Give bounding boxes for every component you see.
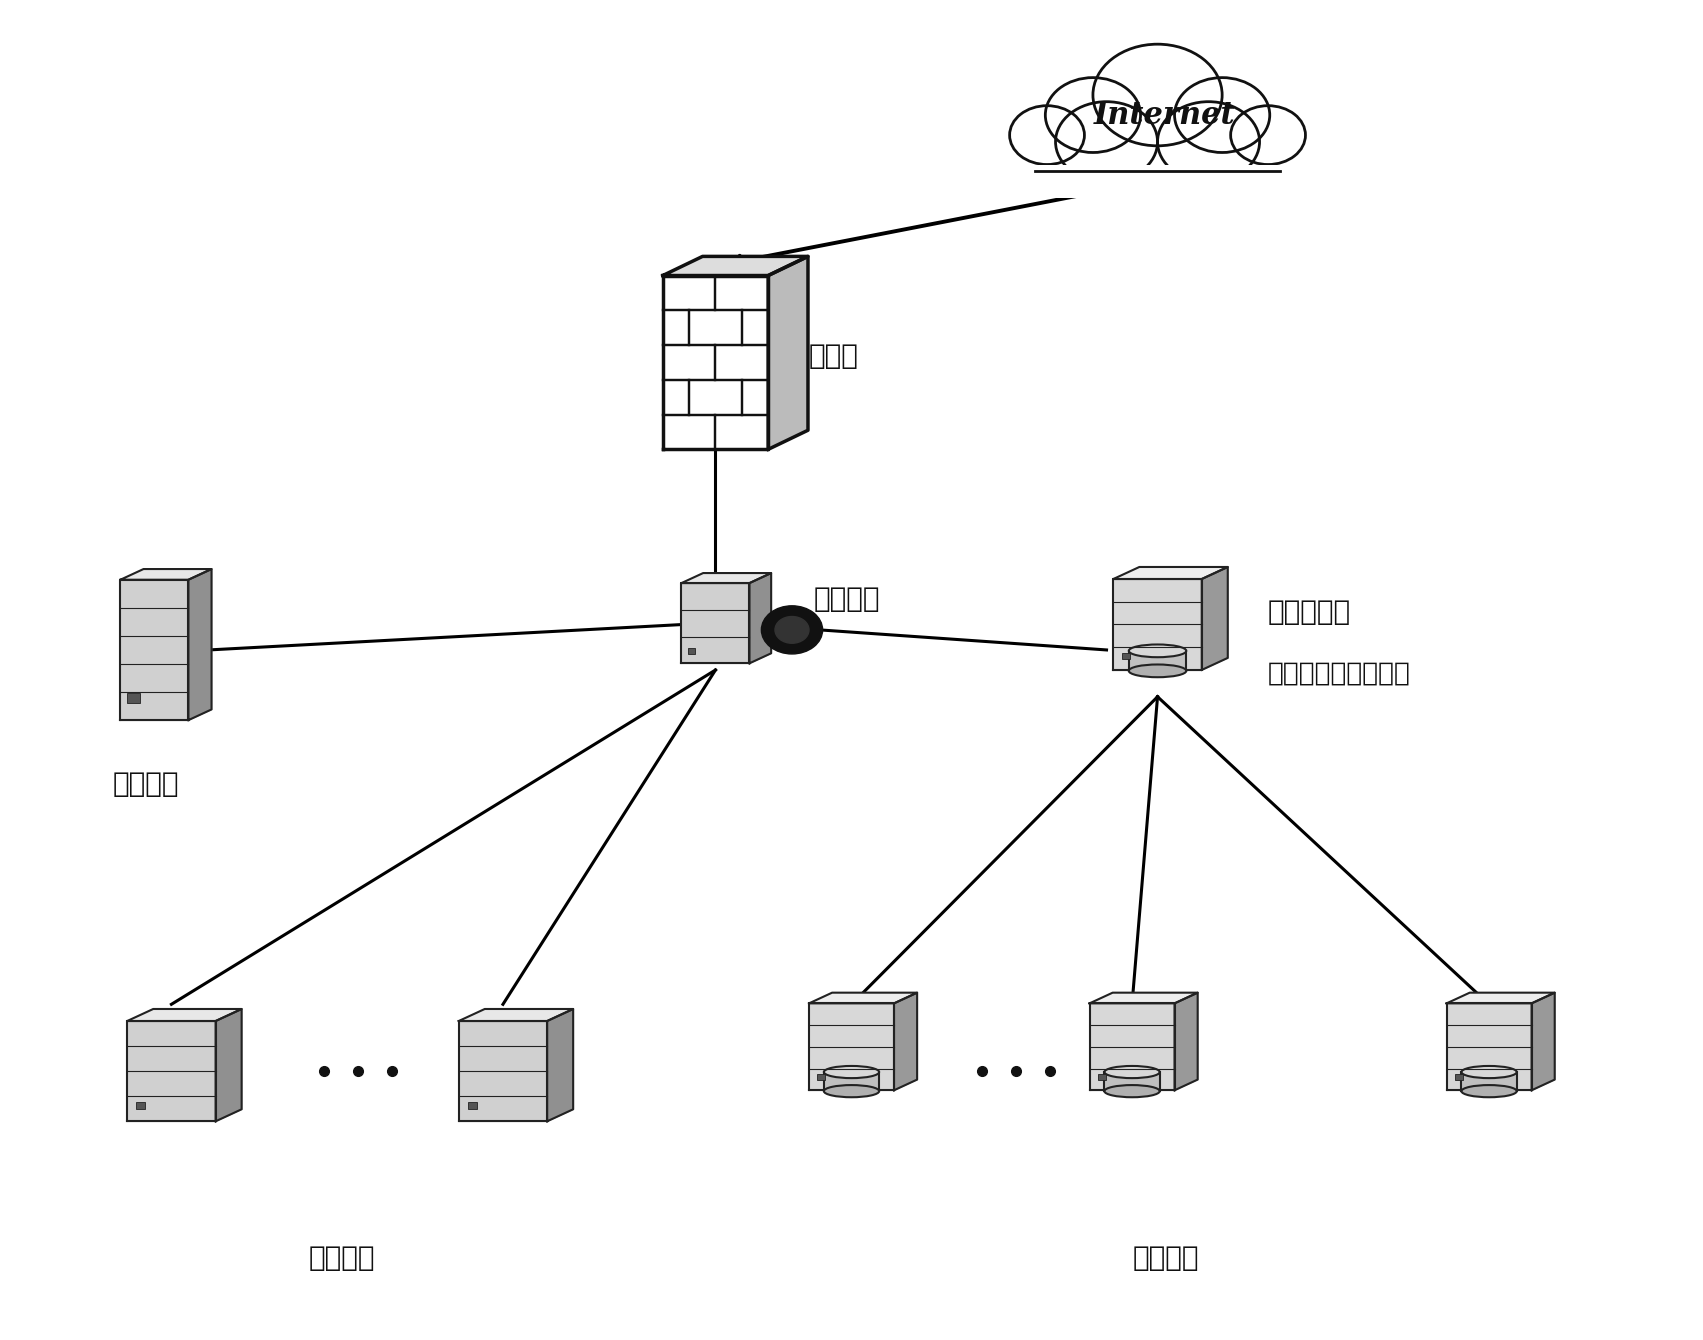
FancyBboxPatch shape	[136, 1103, 145, 1110]
FancyBboxPatch shape	[688, 649, 695, 654]
Polygon shape	[1446, 993, 1555, 1004]
Polygon shape	[809, 993, 918, 1004]
Polygon shape	[1090, 1004, 1175, 1091]
Polygon shape	[128, 1009, 242, 1021]
Polygon shape	[121, 570, 211, 580]
Ellipse shape	[1129, 665, 1187, 677]
Polygon shape	[458, 1009, 574, 1021]
Polygon shape	[768, 256, 807, 449]
Ellipse shape	[1105, 1085, 1160, 1097]
Polygon shape	[749, 574, 771, 663]
Circle shape	[1093, 44, 1223, 146]
Polygon shape	[121, 580, 189, 720]
Polygon shape	[547, 1009, 574, 1122]
FancyBboxPatch shape	[1010, 44, 1306, 182]
Polygon shape	[1175, 993, 1197, 1091]
Text: 数据服务器: 数据服务器	[1269, 599, 1350, 627]
FancyBboxPatch shape	[824, 1072, 879, 1091]
Polygon shape	[662, 256, 807, 276]
Circle shape	[1175, 78, 1270, 153]
Polygon shape	[1202, 567, 1228, 670]
FancyBboxPatch shape	[1129, 651, 1187, 671]
Polygon shape	[216, 1009, 242, 1122]
FancyBboxPatch shape	[1122, 653, 1131, 659]
FancyBboxPatch shape	[1006, 165, 1310, 198]
Polygon shape	[1114, 567, 1228, 579]
Polygon shape	[1531, 993, 1555, 1091]
Polygon shape	[894, 993, 918, 1091]
FancyBboxPatch shape	[468, 1103, 477, 1110]
Polygon shape	[662, 276, 768, 449]
Polygon shape	[681, 574, 771, 583]
Polygon shape	[681, 583, 749, 663]
FancyBboxPatch shape	[1098, 1073, 1105, 1080]
Text: 存储节点: 存储节点	[1132, 1245, 1199, 1273]
Circle shape	[1056, 102, 1158, 182]
Text: 域管理器: 域管理器	[112, 770, 179, 799]
Polygon shape	[809, 1004, 894, 1091]
FancyBboxPatch shape	[1461, 1072, 1517, 1091]
Polygon shape	[128, 1021, 216, 1122]
Polygon shape	[189, 570, 211, 720]
Circle shape	[1158, 102, 1260, 182]
Polygon shape	[1446, 1004, 1531, 1091]
Circle shape	[1046, 78, 1141, 153]
Ellipse shape	[1461, 1065, 1517, 1079]
Text: （虚拟共享存储区）: （虚拟共享存储区）	[1269, 661, 1410, 687]
Text: Internet: Internet	[1093, 99, 1235, 130]
FancyBboxPatch shape	[817, 1073, 826, 1080]
Circle shape	[775, 616, 809, 643]
Ellipse shape	[1105, 1065, 1160, 1079]
Ellipse shape	[824, 1065, 879, 1079]
Ellipse shape	[1129, 645, 1187, 657]
Polygon shape	[458, 1021, 547, 1122]
Ellipse shape	[1461, 1085, 1517, 1097]
Polygon shape	[1114, 579, 1202, 670]
FancyBboxPatch shape	[1454, 1073, 1463, 1080]
FancyBboxPatch shape	[128, 694, 140, 704]
Text: 防火墙: 防火墙	[809, 342, 858, 370]
Circle shape	[1010, 106, 1085, 165]
Polygon shape	[1090, 993, 1197, 1004]
Text: 计算节点: 计算节点	[308, 1245, 375, 1273]
Circle shape	[761, 606, 823, 654]
Text: 管理节点: 管理节点	[814, 586, 880, 614]
Circle shape	[1231, 106, 1306, 165]
FancyBboxPatch shape	[1105, 1072, 1160, 1091]
Ellipse shape	[824, 1085, 879, 1097]
